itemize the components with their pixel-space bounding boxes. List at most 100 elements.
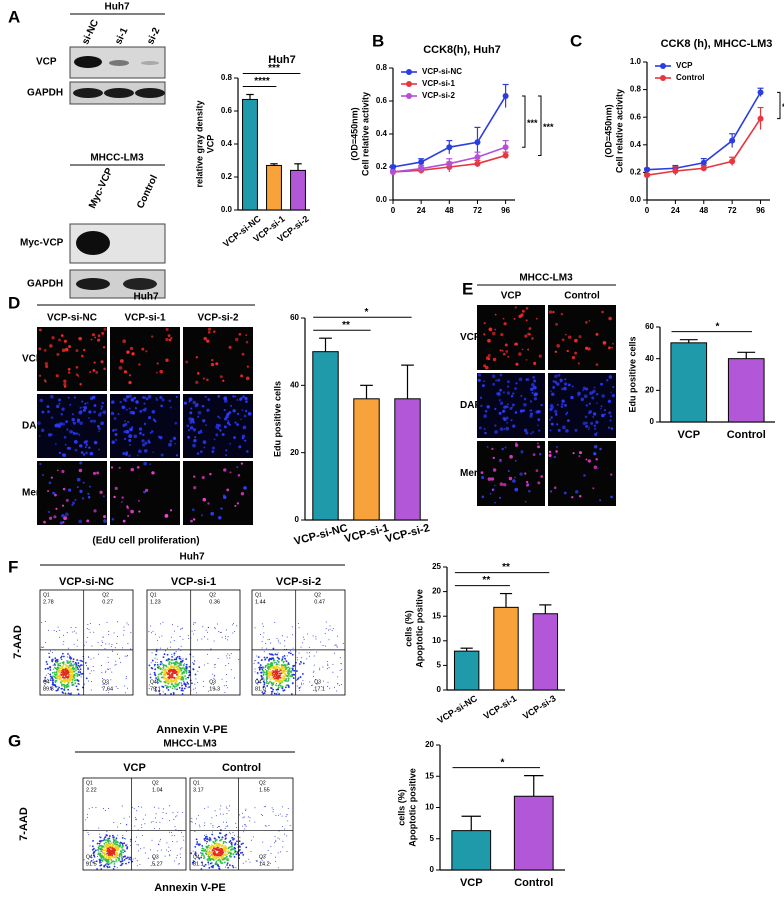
fluorescence-image [548, 305, 616, 370]
cell-dot [215, 433, 218, 436]
event-dot [162, 622, 163, 623]
cell-dot [61, 514, 65, 518]
event-dot [150, 674, 151, 675]
quadrant-name: Q4 [150, 679, 157, 685]
cell-dot [79, 421, 82, 424]
cell-dot [549, 310, 552, 313]
event-dot [115, 847, 117, 849]
event-dot [341, 669, 342, 670]
event-dot [193, 669, 195, 671]
cell-dot [500, 333, 503, 336]
event-dot [63, 684, 65, 686]
event-dot [195, 674, 197, 676]
cell-dot [500, 427, 504, 431]
bar [514, 796, 553, 870]
event-dot [216, 857, 218, 859]
cell-dot [133, 435, 137, 439]
event-dot [262, 641, 263, 642]
data-point [672, 168, 678, 174]
event-dot [224, 838, 226, 840]
event-dot [184, 663, 185, 664]
event-dot [211, 648, 212, 649]
cell-dot [150, 432, 152, 434]
event-dot [274, 662, 276, 664]
event-dot [219, 868, 221, 870]
event-dot [265, 806, 266, 807]
cell-dot [487, 339, 491, 343]
event-dot [82, 673, 84, 675]
cell-dot [141, 348, 144, 351]
fluorescence-image [183, 327, 253, 391]
event-dot [153, 631, 154, 632]
event-dot [223, 814, 224, 815]
cell-dot [197, 452, 200, 455]
event-dot [53, 669, 54, 670]
event-dot [122, 837, 124, 839]
event-dot [79, 671, 81, 673]
cell-dot [119, 366, 123, 370]
cell-dot [243, 486, 247, 490]
bar [395, 399, 420, 520]
event-dot [226, 685, 227, 686]
cell-dot [490, 493, 492, 495]
event-dot [209, 837, 211, 839]
event-dot [155, 818, 156, 819]
event-dot [227, 808, 228, 809]
quadrant-name: Q1 [193, 780, 200, 786]
y-tick-label: 0.8 [221, 73, 233, 82]
cell-dot [590, 422, 593, 425]
cell-dot [525, 501, 527, 503]
event-dot [213, 859, 215, 861]
quadrant-value: 0.47 [314, 599, 325, 605]
cell-dot [232, 395, 234, 397]
event-dot [254, 807, 255, 808]
cell-dot [162, 399, 165, 402]
cell-dot [103, 368, 106, 371]
event-dot [232, 624, 233, 625]
cell-dot [96, 471, 99, 474]
event-dot [210, 863, 212, 865]
event-dot [228, 847, 230, 849]
event-dot [161, 677, 163, 679]
cell-dot [507, 403, 509, 405]
cell-dot [533, 453, 536, 456]
cell-dot [45, 362, 49, 366]
bar [267, 165, 282, 210]
significance-label: ** [482, 575, 490, 586]
cell-dot [219, 429, 221, 431]
event-dot [162, 667, 164, 669]
event-dot [205, 836, 207, 838]
event-dot [52, 652, 53, 653]
quadrant-name: Q2 [152, 780, 159, 786]
event-dot [50, 679, 52, 681]
event-dot [102, 642, 103, 643]
event-dot [173, 681, 175, 683]
event-dot [284, 673, 286, 675]
data-point [418, 159, 424, 165]
event-dot [65, 665, 67, 667]
event-dot [307, 652, 308, 653]
cell-dot [572, 356, 575, 359]
event-dot [249, 862, 250, 863]
cell-dot [193, 439, 196, 442]
event-dot [222, 637, 223, 638]
event-dot [137, 865, 138, 866]
cell-dot [537, 418, 540, 421]
cell-dot [480, 405, 482, 407]
lane-label: si-2 [145, 26, 162, 47]
cell-dot [483, 333, 485, 335]
cell-dot [39, 399, 43, 403]
cell-dot [202, 419, 205, 422]
event-dot [231, 837, 233, 839]
event-dot [193, 622, 194, 623]
event-dot [207, 838, 209, 840]
event-dot [193, 663, 195, 665]
event-dot [291, 693, 293, 695]
cell-dot [549, 451, 551, 453]
event-dot [292, 667, 294, 669]
cell-dot [242, 435, 245, 438]
cell-dot [561, 388, 564, 391]
cell-dot [566, 412, 568, 414]
cell-dot [524, 472, 526, 474]
